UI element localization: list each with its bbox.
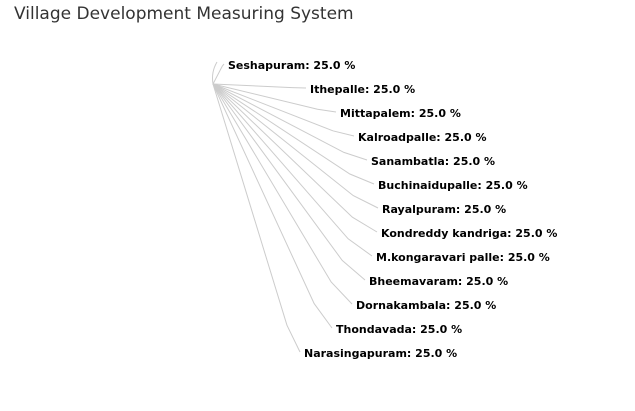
- chart-title: Village Development Measuring System: [14, 4, 354, 24]
- data-label: Bheemavaram: 25.0 %: [369, 275, 508, 288]
- data-label: Rayalpuram: 25.0 %: [382, 203, 506, 216]
- connector-line: [212, 83, 375, 185]
- connector-line: [212, 83, 373, 257]
- pie-slice-stub: [212, 61, 218, 85]
- data-label: Dornakambala: 25.0 %: [356, 299, 496, 312]
- connector-line: [212, 83, 301, 353]
- data-label: Mittapalem: 25.0 %: [340, 107, 461, 120]
- data-label: Buchinaidupalle: 25.0 %: [378, 179, 528, 192]
- data-label: Kondreddy kandriga: 25.0 %: [381, 227, 557, 240]
- data-label: Ithepalle: 25.0 %: [310, 83, 415, 96]
- connector-line: [212, 83, 366, 281]
- connector-line: [212, 83, 353, 305]
- data-label: M.kongaravari palle: 25.0 %: [376, 251, 550, 264]
- connector-line: [212, 83, 378, 233]
- data-label: Kalroadpalle: 25.0 %: [358, 131, 487, 144]
- connector-line: [212, 83, 337, 113]
- connector-line: [212, 83, 355, 137]
- data-label: Narasingapuram: 25.0 %: [304, 347, 457, 360]
- connector-line: [212, 83, 307, 89]
- connector-line: [212, 83, 379, 209]
- data-label: Seshapuram: 25.0 %: [228, 59, 355, 72]
- data-label: Thondavada: 25.0 %: [336, 323, 462, 336]
- data-label: Sanambatla: 25.0 %: [371, 155, 495, 168]
- connector-line: [212, 83, 368, 161]
- connector-line: [212, 83, 333, 329]
- connector-line: [212, 63, 225, 85]
